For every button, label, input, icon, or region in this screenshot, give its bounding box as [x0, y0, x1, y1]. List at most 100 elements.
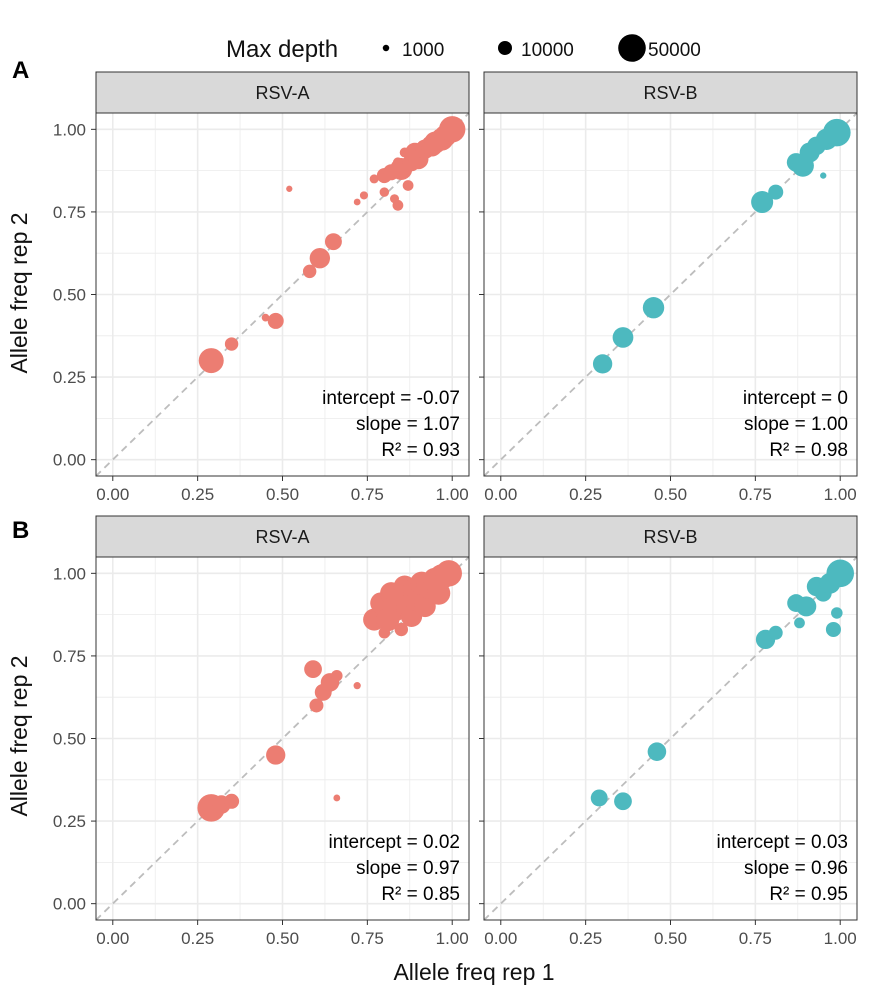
facet-strip: [483, 71, 858, 114]
data-point: [614, 792, 632, 811]
x-tick-label: 0.00: [96, 929, 129, 948]
stat-slope: slope = 0.96: [744, 858, 848, 879]
x-tick-label: 0.00: [484, 485, 517, 504]
x-tick-label: 0.50: [654, 929, 687, 948]
x-tick-label: 0.75: [739, 929, 772, 948]
data-point: [309, 698, 324, 713]
facet-strip: [95, 71, 470, 114]
legend-key-dot: [498, 41, 512, 55]
stat-intercept: intercept = 0.03: [716, 832, 848, 853]
legend-key-label: 50000: [648, 40, 701, 61]
panel-border: [483, 556, 858, 921]
y-tick-label: 0.50: [53, 730, 86, 749]
data-point: [394, 622, 409, 637]
identity-line: [484, 113, 857, 476]
x-tick-label: 0.50: [654, 485, 687, 504]
y-tick-label: 1.00: [53, 120, 86, 139]
data-point: [831, 607, 843, 619]
y-tick-label: 0.75: [53, 203, 86, 222]
data-point: [823, 118, 851, 147]
data-point: [825, 621, 841, 638]
x-tick-label: 0.00: [484, 929, 517, 948]
data-points: [198, 116, 466, 374]
y-tick-label: 0.75: [53, 647, 86, 666]
y-tick-label: 1.00: [53, 564, 86, 583]
stat-slope: slope = 0.97: [356, 858, 460, 879]
y-tick-label: 0.00: [53, 451, 86, 470]
data-points: [592, 118, 851, 374]
x-tick-label: 0.75: [739, 485, 772, 504]
stat-r2: R² = 0.95: [769, 884, 848, 905]
x-tick-label: 0.25: [181, 929, 214, 948]
row-label-b: B: [12, 517, 29, 544]
x-tick-label: 0.50: [266, 929, 299, 948]
data-point: [304, 660, 322, 679]
x-tick-label: 0.75: [351, 929, 384, 948]
data-point: [612, 327, 634, 348]
data-point: [359, 191, 369, 200]
data-point: [820, 172, 827, 179]
x-tick-label: 0.75: [351, 485, 384, 504]
panel-border: [95, 112, 470, 477]
legend-keys: 1000 10000 50000: [382, 34, 701, 62]
data-point: [353, 198, 361, 206]
x-axis-title: Allele freq rep 1: [393, 959, 554, 985]
data-point: [324, 233, 342, 251]
data-point: [826, 559, 855, 588]
y-tick-label: 0.00: [53, 895, 86, 914]
legend-key-label: 10000: [521, 40, 574, 61]
data-point: [266, 745, 286, 765]
stat-slope: slope = 1.07: [356, 414, 460, 435]
legend: Max depth 1000 10000 50000: [226, 34, 701, 63]
x-tick-label: 0.25: [569, 929, 602, 948]
data-point: [647, 742, 667, 761]
row-label-a: A: [12, 57, 29, 84]
legend-key-dot: [382, 44, 390, 52]
y-axis-title-b: Allele freq rep 2: [6, 655, 32, 816]
panel-a-rsv-a: RSV-A 0.00 0.00 0.25 0.25 0.50 0.50 0.75 0.75 1.0…: [53, 71, 470, 504]
data-point: [435, 560, 462, 587]
stat-intercept: intercept = 0: [743, 388, 848, 409]
data-point: [642, 297, 665, 319]
identity-line: [484, 557, 857, 920]
x-tick-label: 0.00: [96, 485, 129, 504]
facet-strip-label: RSV-A: [255, 83, 309, 103]
data-point: [369, 174, 379, 184]
data-point: [198, 348, 224, 374]
data-points: [590, 559, 855, 811]
data-point: [590, 789, 608, 807]
y-tick-label: 0.50: [53, 286, 86, 305]
data-point: [286, 185, 293, 192]
x-tick-label: 1.00: [824, 929, 857, 948]
data-point: [309, 247, 331, 269]
data-point: [261, 313, 270, 322]
legend-key-label: 1000: [402, 40, 444, 61]
data-point: [796, 596, 817, 617]
facet-strip-label: RSV-B: [643, 83, 697, 103]
data-point: [379, 187, 390, 197]
data-point: [224, 337, 239, 351]
data-point: [333, 794, 341, 802]
panel-border: [483, 112, 858, 477]
data-point: [768, 184, 784, 200]
x-tick-label: 1.00: [824, 485, 857, 504]
data-point: [439, 116, 466, 143]
stat-r2: R² = 0.98: [769, 440, 848, 461]
data-point: [267, 312, 284, 329]
stat-r2: R² = 0.85: [381, 884, 460, 905]
panel-a-rsv-b: RSV-B 0.00 0.25 0.50 0.75 1.00 intercept = 0 sl…: [479, 71, 858, 504]
facet-strip-label: RSV-B: [643, 527, 697, 547]
panel-b-rsv-a: RSV-A 0.00 0.00 0.25 0.25 0.50 0.50 0.75 0.75 1.0…: [53, 515, 470, 948]
x-tick-label: 0.25: [181, 485, 214, 504]
data-point: [751, 190, 774, 214]
stat-slope: slope = 1.00: [744, 414, 848, 435]
data-point: [402, 180, 414, 191]
x-tick-label: 1.00: [436, 485, 469, 504]
facet-strip: [483, 515, 858, 558]
data-point: [592, 354, 613, 374]
x-tick-label: 0.25: [569, 485, 602, 504]
data-point: [331, 669, 343, 682]
gridlines: [484, 113, 857, 476]
y-tick-label: 0.25: [53, 812, 86, 831]
data-point: [224, 793, 240, 809]
